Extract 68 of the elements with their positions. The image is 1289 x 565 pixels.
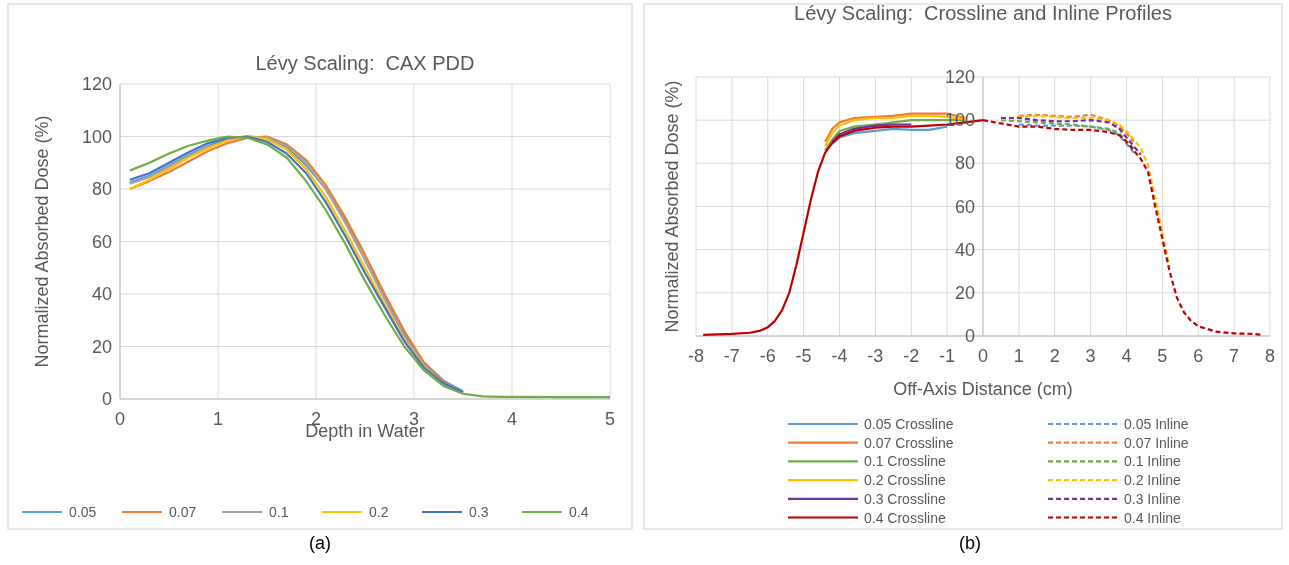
x-tick-label: 3 [1085,346,1096,366]
x-tick-label: 4 [506,409,518,429]
legend-label: 0.3 Inline [1124,490,1182,507]
x-tick-label: -8 [687,346,705,366]
legend-label: 0.3 [469,504,489,520]
legend-label: 0.4 Crossline [864,509,946,526]
y-tick-label: 80 [954,153,975,174]
x-tick-label: 0 [977,346,989,366]
legend-label: 0.2 Crossline [864,472,946,489]
y-tick-label: 120 [944,67,975,87]
legend-label: 0.4 Inline [1124,509,1182,526]
line-series [999,116,1142,156]
x-tick-label: 7 [1229,346,1240,366]
legend-label: 0.3 Crossline [864,490,946,507]
legend-label: 0.1 [269,504,289,520]
legend-label: 0.07 [169,504,197,520]
legend-label: 0.2 Inline [1124,472,1182,489]
x-tick-label: 0 [114,409,126,429]
text: (a) [309,533,331,553]
y-tick-label: 0 [101,389,112,409]
legend-label: 0.2 [369,504,389,520]
y-tick-label: 100 [81,126,112,147]
legend-label: 0.07 Inline [1124,434,1189,451]
line-series [1017,113,1135,143]
x-tick-label: -1 [939,346,956,366]
y-tick-label: 60 [91,231,112,252]
y-axis-title: Normalized Absorbed Dose (%) [662,80,682,333]
legend-label: 0.05 Crossline [864,416,954,432]
y-tick-label: 120 [81,74,112,94]
y-axis-title: Normalized Absorbed Dose (%) [32,115,52,368]
line-series [999,119,1135,150]
x-tick-label: 1 [212,409,224,429]
x-tick-label: -5 [795,346,812,366]
x-tick-label: -4 [831,346,848,366]
x-tick-label: 2 [1049,346,1060,366]
x-axis-title: Off-Axis Distance (cm) [893,379,1073,399]
x-tick-label: -2 [903,346,920,366]
x-tick-label: 6 [1193,346,1204,366]
chart-title: Lévy Scaling: Crossline and Inline Profiles [794,2,1172,24]
y-tick-label: 40 [91,284,112,304]
text: (b) [959,533,981,553]
line-series [1017,123,1135,154]
y-tick-label: 20 [91,336,112,357]
x-tick-label: 8 [1264,346,1276,366]
legend-label: 0.05 [69,504,97,520]
legend-label: 0.05 Inline [1124,416,1189,432]
line-series [999,114,1171,269]
x-tick-label: 4 [1121,346,1132,366]
x-tick-label: 1 [1013,346,1024,366]
line-series [128,135,612,399]
y-tick-label: 0 [964,326,975,346]
x-tick-label: -3 [867,346,884,366]
y-tick-label: 80 [91,179,112,199]
legend-label: 0.1 Inline [1124,453,1182,470]
x-tick-label: -6 [759,346,776,366]
legend-label: 0.07 Crossline [864,434,954,451]
y-tick-label: 60 [954,196,975,217]
legend-label: 0.4 [569,504,589,520]
y-tick-label: 20 [954,282,975,303]
x-tick-label: 5 [1157,346,1168,366]
legend-label: 0.1 Crossline [864,453,946,470]
y-tick-label: 40 [954,239,975,260]
x-tick-label: -7 [723,346,740,366]
y-tick-label: 100 [944,110,975,131]
line-series [831,125,949,146]
chart-title: Lévy Scaling: CAX PDD [255,52,475,74]
line-series [831,123,913,143]
x-tick-label: 5 [604,409,616,429]
